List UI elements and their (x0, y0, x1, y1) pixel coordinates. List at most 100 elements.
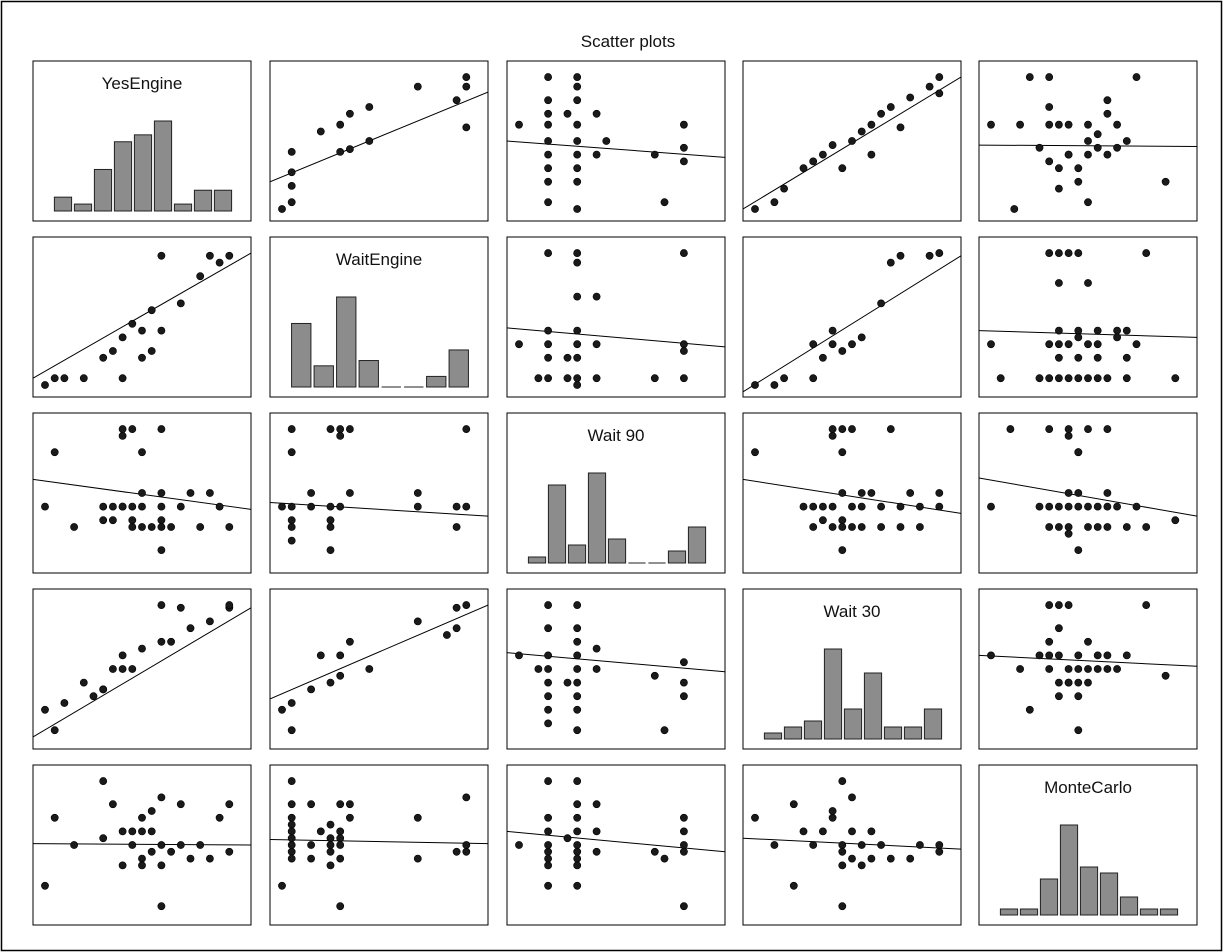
fit-line (743, 478, 961, 514)
data-point (563, 353, 572, 362)
data-point (109, 516, 117, 525)
data-point (573, 601, 582, 609)
data-point (1084, 198, 1092, 207)
panel-frame (269, 412, 489, 574)
data-point (573, 841, 582, 849)
data-point (1074, 177, 1083, 186)
data-point (544, 881, 552, 890)
data-point (828, 326, 837, 335)
data-point (573, 381, 582, 389)
data-point (1113, 502, 1121, 511)
data-point (1035, 374, 1044, 383)
data-point (544, 164, 552, 173)
data-point (118, 425, 127, 433)
scatter-wait-30-vs-waitengine (270, 601, 488, 735)
data-point (544, 249, 552, 257)
data-point (326, 425, 335, 433)
data-point (413, 502, 422, 511)
histogram-bar (667, 550, 687, 564)
fit-line (270, 502, 488, 517)
data-point (544, 719, 552, 728)
scatter-yesengine-vs-wait-90 (507, 73, 725, 213)
data-point (1084, 502, 1092, 511)
data-point (1084, 137, 1092, 145)
data-point (573, 800, 582, 809)
data-point (287, 448, 296, 457)
data-point (316, 127, 325, 136)
data-point (1084, 425, 1092, 433)
data-point (287, 726, 296, 735)
data-point (1035, 143, 1044, 152)
data-point (138, 353, 146, 362)
data-point (157, 902, 166, 911)
data-point (751, 205, 759, 213)
data-point (770, 841, 779, 849)
data-point (109, 665, 117, 673)
data-point (413, 854, 422, 863)
data-point (345, 425, 354, 433)
histogram-bar (687, 526, 707, 564)
data-point (157, 546, 166, 555)
data-point (828, 431, 837, 440)
panel-r1-c4 (978, 236, 1198, 398)
data-point (1103, 425, 1112, 433)
data-point (138, 813, 146, 822)
data-point (99, 502, 108, 511)
data-point (1084, 120, 1092, 129)
scatter-yesengine-vs-waitengine (270, 73, 488, 213)
data-point (877, 299, 885, 308)
data-point (573, 164, 582, 173)
data-point (442, 631, 451, 639)
data-point (1103, 150, 1112, 159)
fit-line (979, 477, 1197, 517)
data-point (544, 861, 552, 870)
data-point (79, 374, 88, 383)
panel-frame (269, 588, 489, 750)
data-point (316, 651, 325, 660)
histogram-bar (336, 296, 357, 388)
data-point (515, 651, 523, 660)
histogram-bar (547, 484, 567, 564)
data-point (1122, 353, 1131, 362)
data-point (128, 827, 137, 836)
data-point (1045, 601, 1054, 609)
data-point (1055, 502, 1063, 511)
data-point (857, 489, 866, 497)
data-point (462, 601, 471, 609)
data-point (877, 841, 885, 849)
data-point (896, 123, 905, 132)
histogram-waitengine: WaitEngine (291, 250, 469, 388)
data-point (1074, 489, 1083, 497)
data-point (848, 854, 856, 863)
histogram-bar (763, 732, 783, 740)
data-point (906, 489, 915, 497)
histogram-bar (313, 365, 334, 388)
variable-label: YesEngine (102, 74, 183, 93)
data-point (1122, 137, 1131, 145)
data-point (109, 800, 117, 809)
data-point (867, 489, 876, 497)
data-point (828, 523, 837, 531)
histogram-bar (903, 726, 923, 740)
data-point (452, 523, 461, 531)
data-point (1122, 374, 1131, 383)
data-point (838, 847, 847, 856)
data-point (50, 813, 59, 822)
data-point (70, 841, 78, 849)
data-point (573, 827, 582, 836)
data-point (1084, 150, 1092, 159)
data-point (307, 489, 315, 497)
panel-frame (506, 60, 726, 222)
data-point (563, 834, 572, 843)
fit-line (33, 843, 251, 846)
data-point (886, 425, 895, 433)
histogram-bar (173, 203, 193, 212)
data-point (462, 841, 471, 849)
data-point (987, 340, 995, 349)
data-point (809, 157, 818, 166)
data-point (916, 841, 924, 849)
data-point (680, 120, 688, 129)
data-point (573, 665, 582, 673)
data-point (176, 841, 185, 849)
data-point (326, 546, 335, 555)
